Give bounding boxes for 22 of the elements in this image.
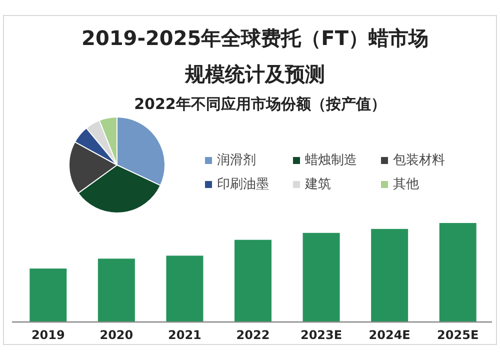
legend-label: 包装材料 [393, 152, 445, 169]
legend-label: 润滑剂 [217, 152, 256, 169]
x-tick-label: 2023E [300, 328, 342, 342]
bar [166, 256, 204, 322]
legend-label: 其他 [393, 176, 419, 193]
bar [439, 223, 476, 322]
x-tick-label: 2019 [31, 328, 65, 342]
x-tick-label: 2021 [168, 328, 202, 342]
bar [302, 232, 340, 322]
chart-title: 2022年不同应用市场份额（按产值） [133, 95, 387, 114]
x-tick-label: 2022 [236, 328, 270, 342]
legend-label: 印刷油墨 [217, 176, 269, 193]
bar [234, 240, 272, 322]
x-tick-label: 2024E [368, 328, 410, 342]
x-tick-label: 2025E [437, 328, 479, 342]
bar [98, 258, 135, 322]
x-tick-label: 2020 [100, 328, 134, 342]
legend-label: 建筑 [305, 176, 331, 193]
bar [371, 228, 408, 322]
chart-title: 2019-2025年全球费托（FT）蜡市场规模统计及预测 [80, 25, 430, 88]
legend-label: 蜡烛制造 [305, 152, 357, 169]
bar [30, 268, 67, 322]
